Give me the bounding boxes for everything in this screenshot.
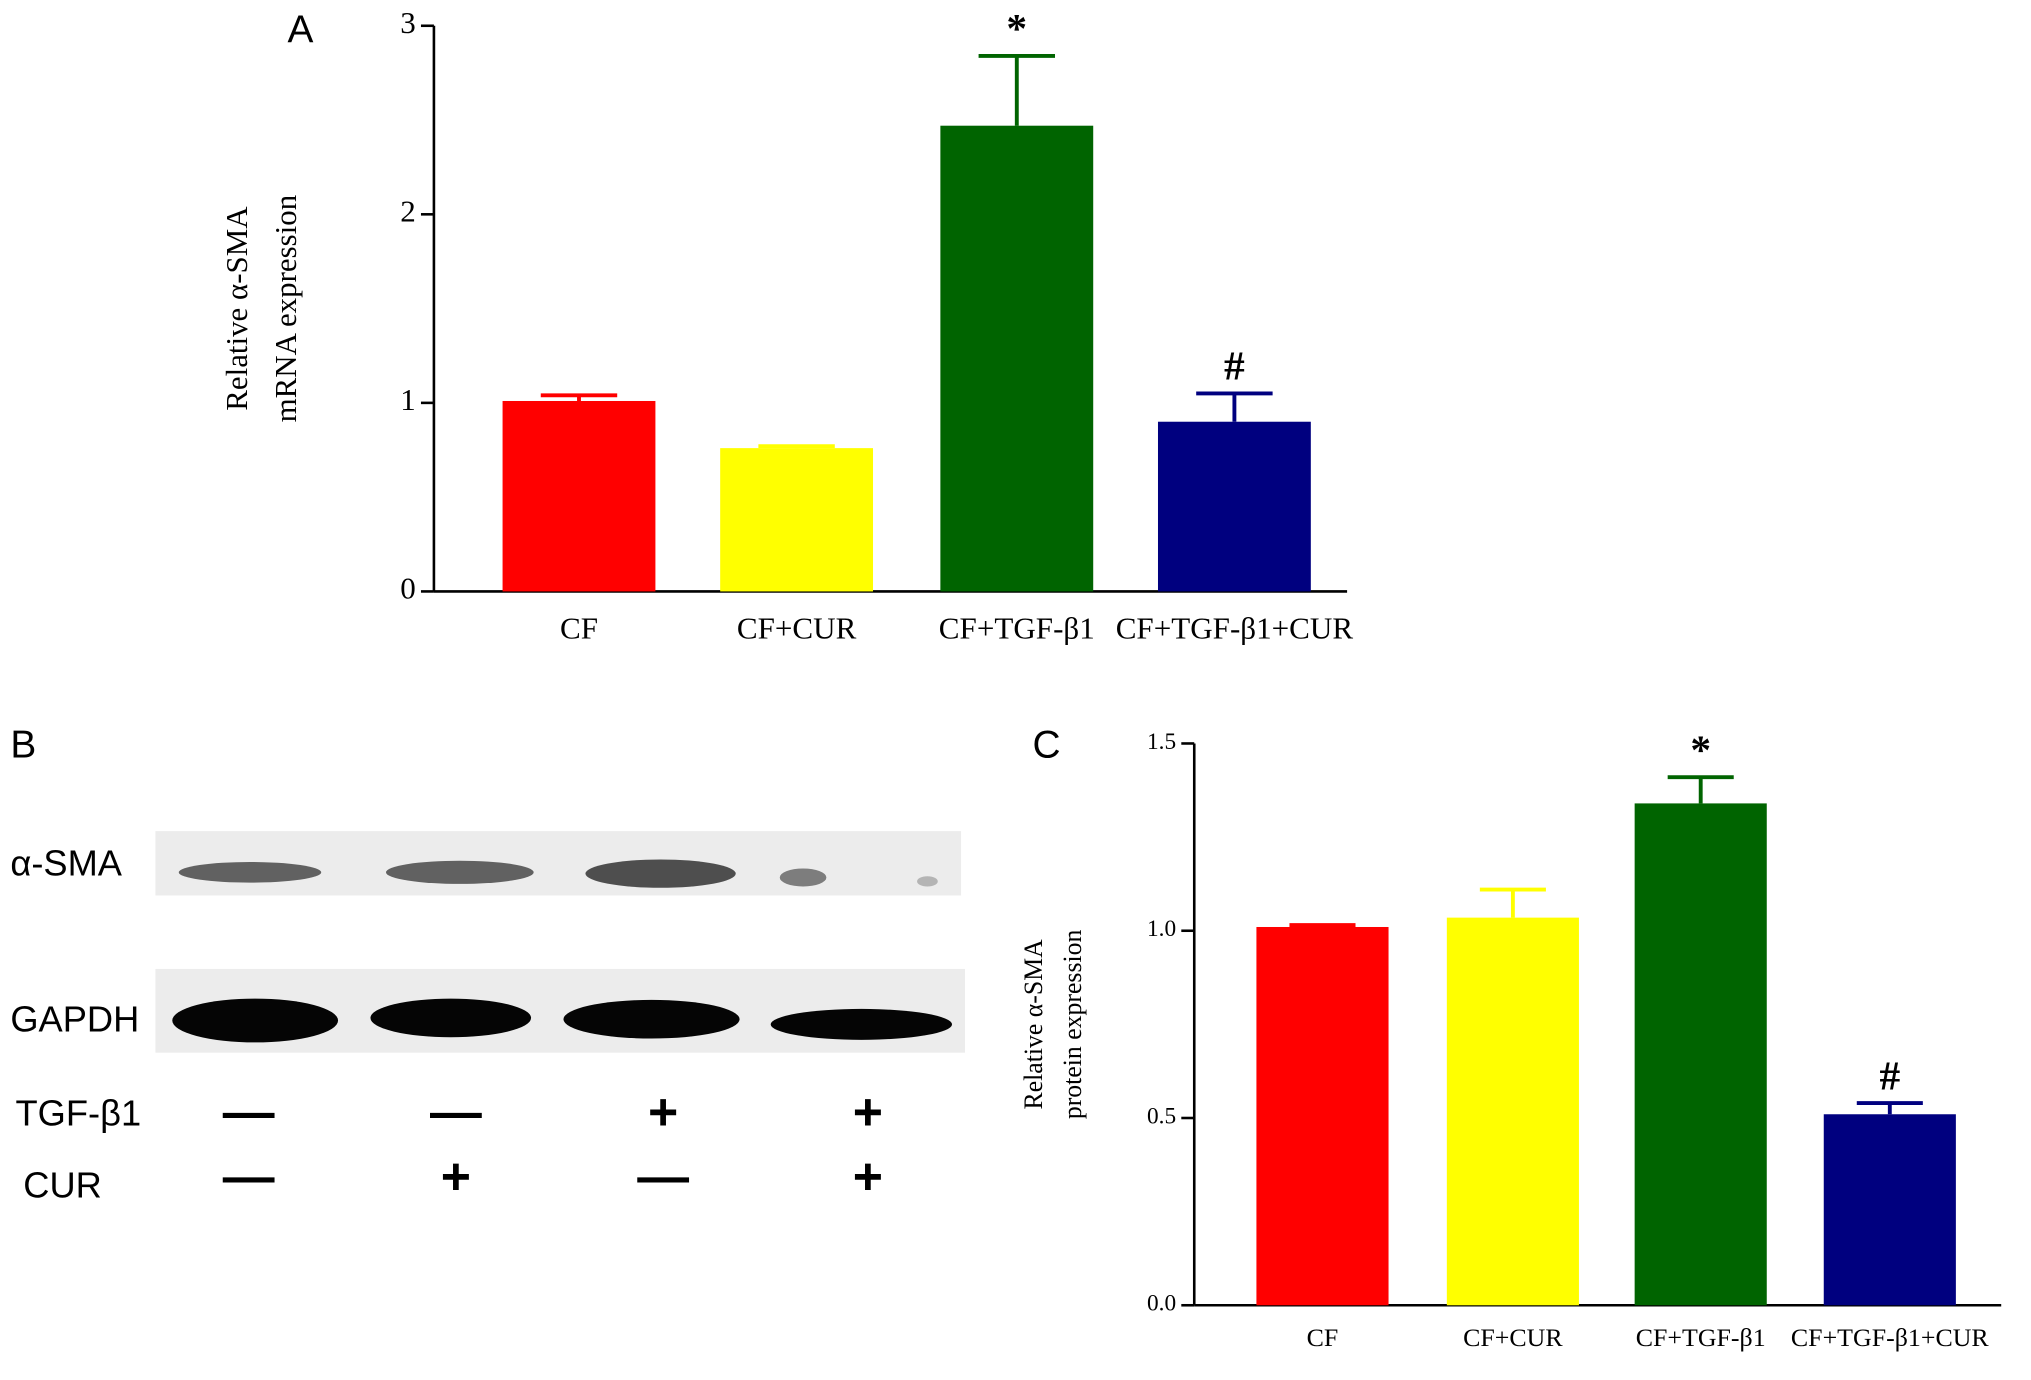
blot-bands	[172, 998, 953, 1043]
y-axis-label: Relative α-SMA	[219, 206, 254, 411]
blot-bands	[178, 859, 938, 888]
treatment-sign: +	[441, 1147, 471, 1205]
panel-label: B	[10, 724, 36, 767]
treatment-sign: —	[223, 1083, 275, 1141]
panel-label: C	[1033, 724, 1061, 767]
blot-row-label: GAPDH	[10, 998, 139, 1039]
bar	[1157, 421, 1311, 592]
significance-marker: #	[1879, 1052, 1900, 1098]
significance-marker: *	[1006, 5, 1027, 51]
y-tick-label: 1.0	[1147, 916, 1176, 942]
bar	[1446, 917, 1579, 1306]
y-tick-label: 0	[400, 571, 416, 606]
treatment-sign: +	[853, 1147, 883, 1205]
bar	[720, 448, 874, 592]
y-axis-label: mRNA expression	[268, 194, 303, 422]
y-tick-label: 3	[400, 5, 416, 40]
significance-marker: #	[1224, 343, 1245, 389]
x-tick-label: CF+TGF-β1	[1636, 1323, 1766, 1352]
blot-row-label: α-SMA	[10, 842, 122, 883]
panel-label: A	[288, 9, 314, 52]
treatment-sign: —	[637, 1147, 689, 1205]
blot-membrane	[155, 831, 962, 896]
y-axis-label: Relative α-SMA	[1019, 939, 1048, 1110]
y-tick-label: 0.0	[1147, 1291, 1176, 1317]
bar	[1634, 803, 1767, 1306]
treatment-label: CUR	[23, 1165, 102, 1206]
bar	[1256, 926, 1389, 1306]
x-tick-label: CF	[1307, 1323, 1339, 1352]
x-tick-label: CF+TGF-β1+CUR	[1791, 1323, 1990, 1352]
x-tick-label: CF	[560, 611, 598, 646]
x-tick-label: CF+CUR	[737, 611, 857, 646]
treatment-sign: +	[648, 1083, 678, 1141]
significance-marker: *	[1690, 727, 1711, 773]
x-tick-label: CF+TGF-β1+CUR	[1116, 611, 1354, 646]
y-tick-label: 1	[400, 382, 416, 417]
y-tick-label: 1.5	[1147, 729, 1176, 755]
bar	[502, 400, 656, 592]
bar	[940, 125, 1094, 592]
treatment-sign: —	[430, 1083, 482, 1141]
y-tick-label: 2	[400, 193, 416, 228]
treatment-sign: +	[853, 1083, 883, 1141]
treatment-label: TGF-β1	[16, 1092, 142, 1133]
x-tick-label: CF+TGF-β1	[939, 611, 1095, 646]
y-tick-label: 0.5	[1147, 1103, 1176, 1129]
bar	[1823, 1114, 1956, 1306]
y-axis-label: protein expression	[1058, 930, 1087, 1120]
treatment-sign: —	[223, 1147, 275, 1205]
x-tick-label: CF+CUR	[1463, 1323, 1563, 1352]
